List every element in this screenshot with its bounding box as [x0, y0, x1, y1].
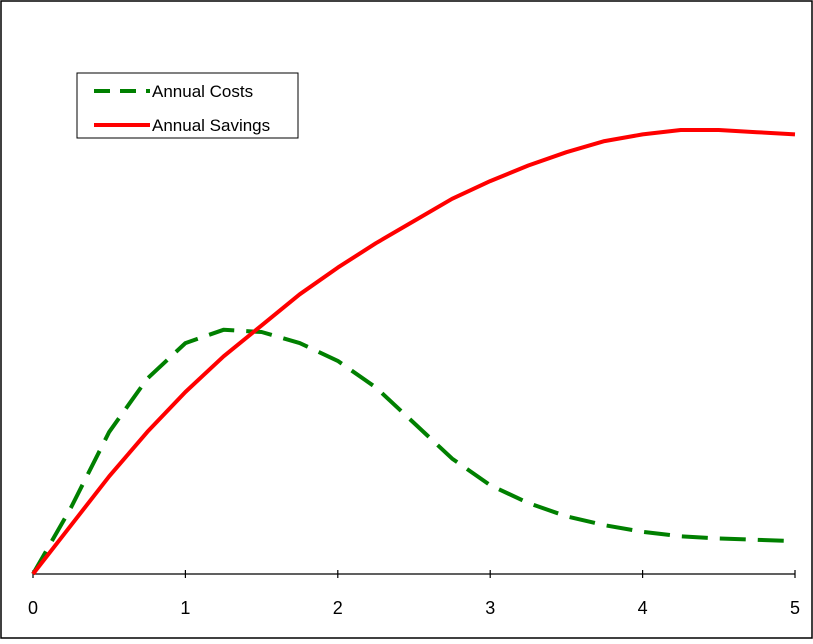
x-tick-label: 5 [790, 598, 800, 618]
legend-label-annual-costs: Annual Costs [152, 82, 253, 101]
legend-box [76, 72, 299, 139]
x-ticks: 0 1 2 3 4 5 [28, 570, 800, 618]
series-line-annual-savings [31, 128, 796, 576]
x-tick-label: 3 [485, 598, 495, 618]
legend-label-annual-savings: Annual Savings [152, 116, 270, 135]
series-lines [31, 128, 796, 576]
series-line-annual-costs [31, 327, 796, 575]
legend: Annual Costs Annual Savings [76, 72, 299, 139]
x-tick-label: 0 [28, 598, 38, 618]
x-tick-label: 4 [638, 598, 648, 618]
x-tick-label: 1 [180, 598, 190, 618]
x-tick-label: 2 [333, 598, 343, 618]
